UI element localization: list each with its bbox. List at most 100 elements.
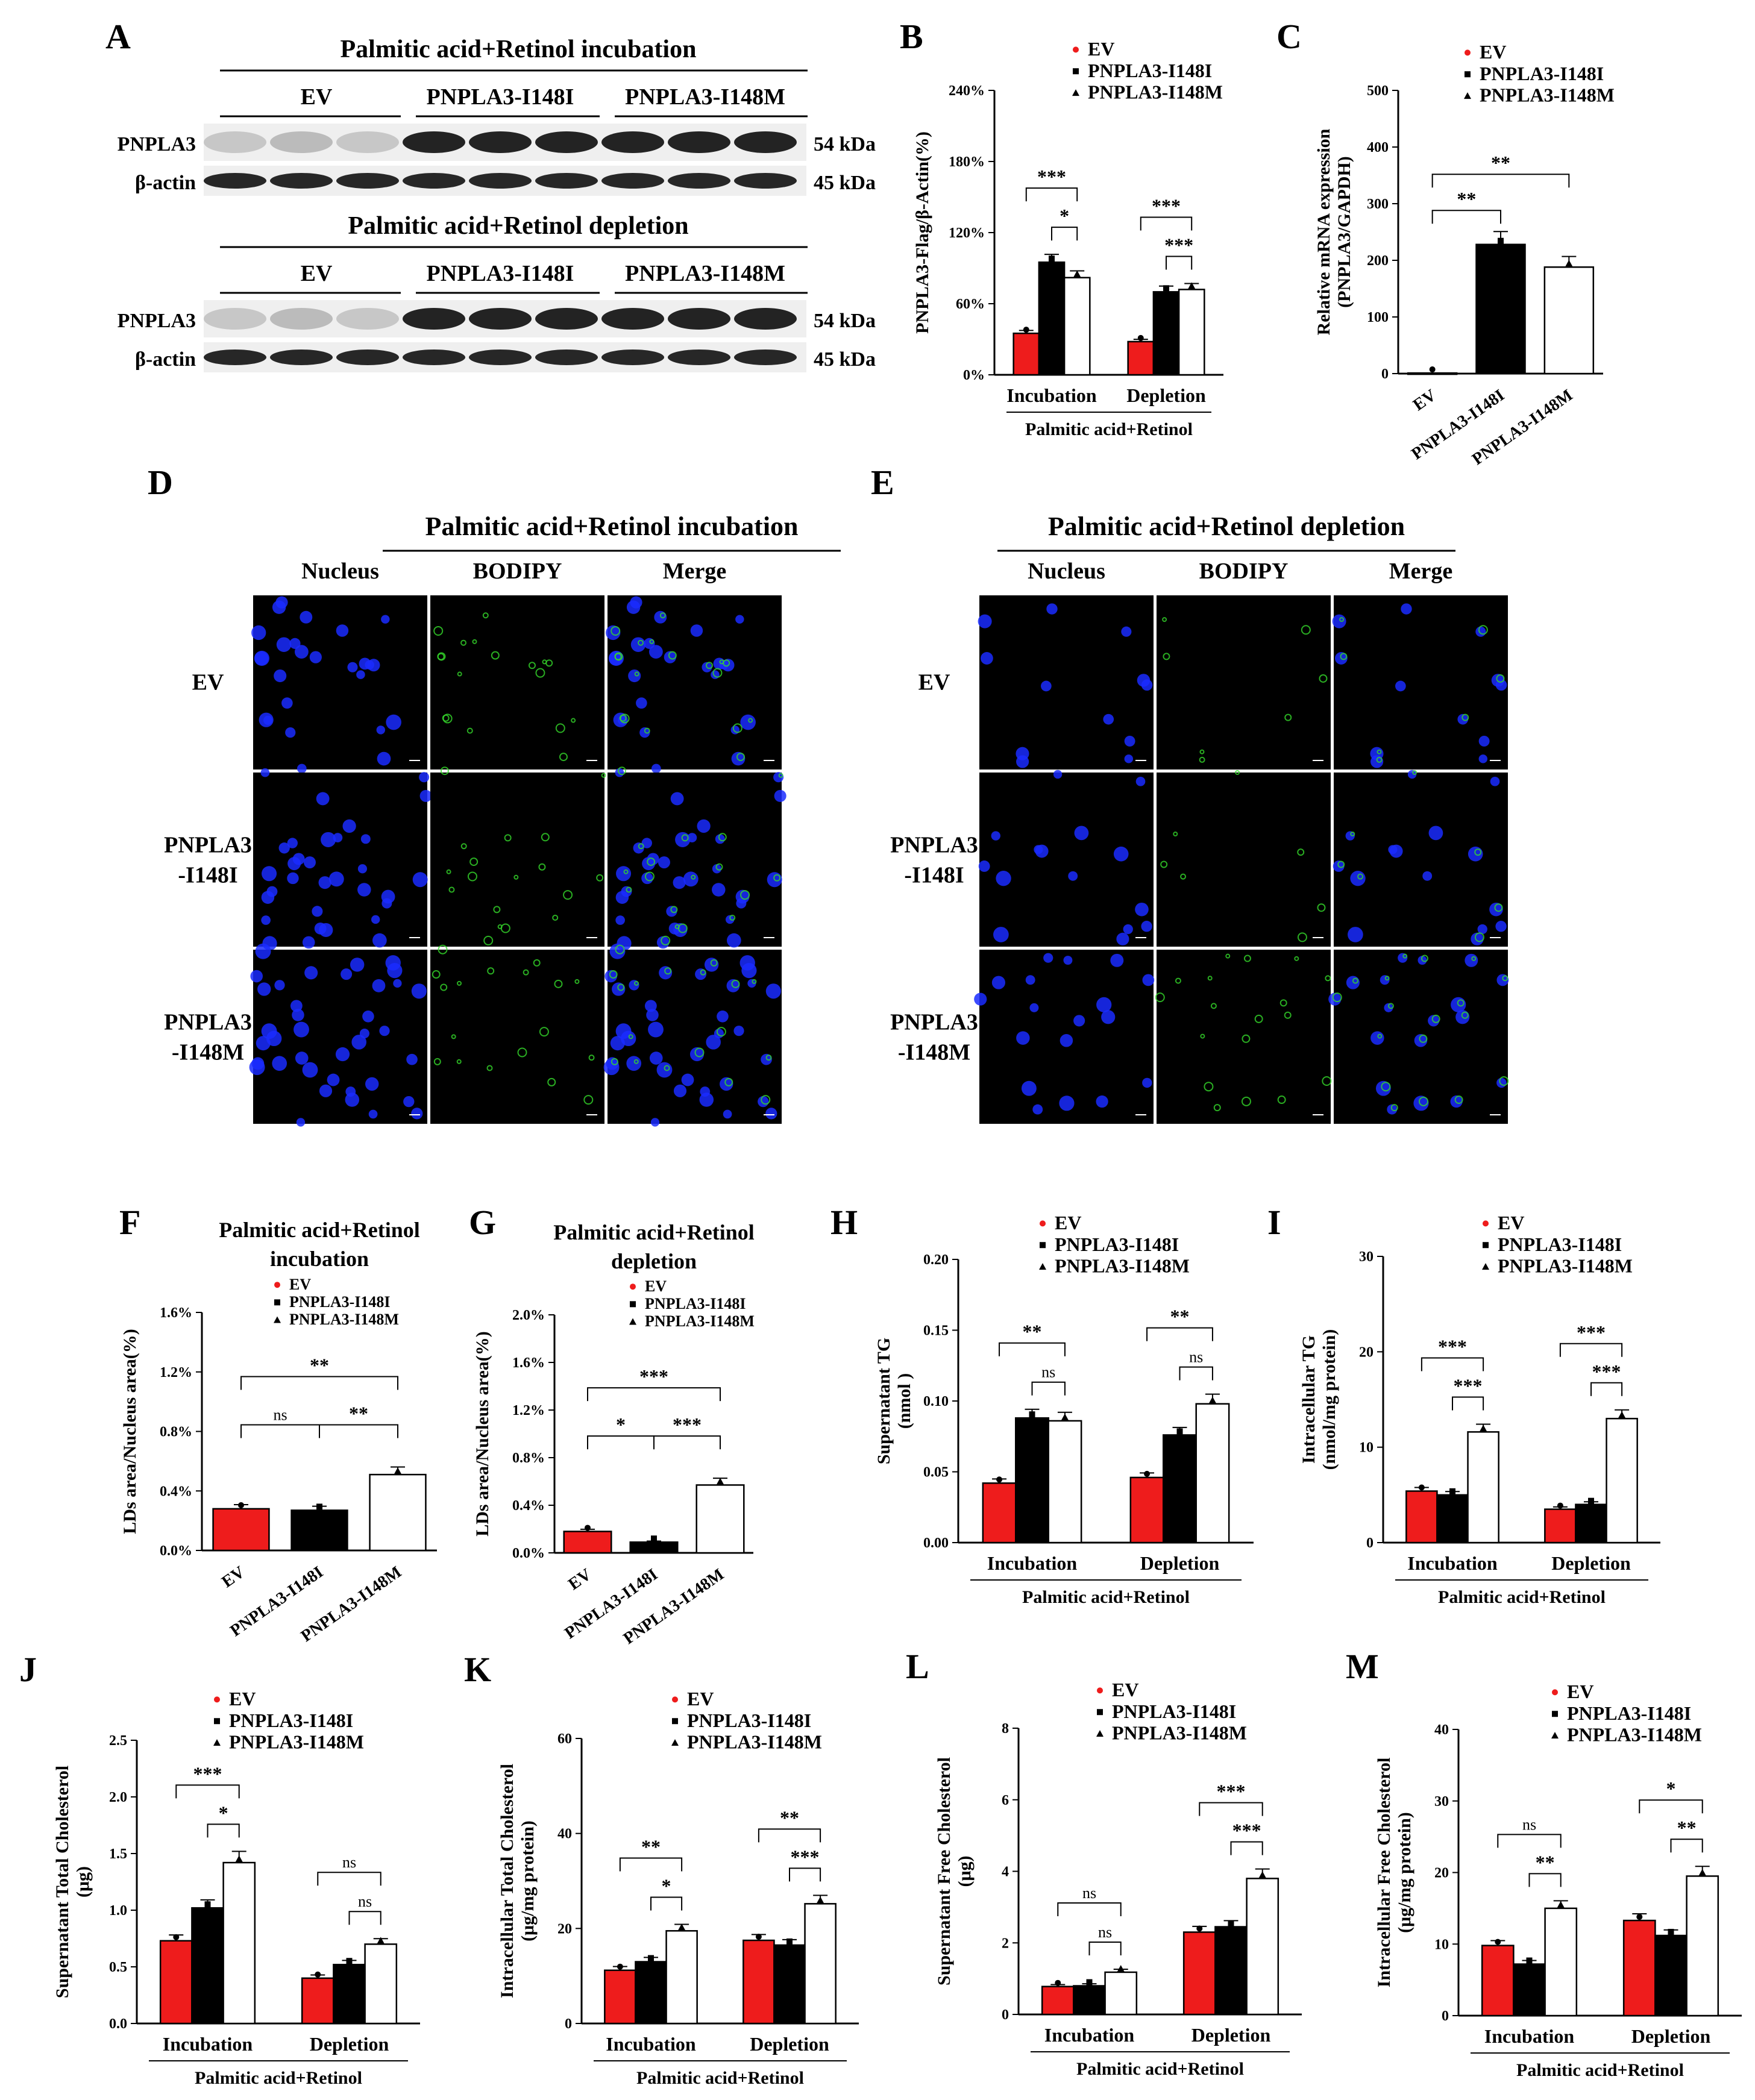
nucleus	[372, 979, 386, 992]
nucleus	[1073, 1015, 1085, 1027]
sig-bracket	[999, 1342, 1066, 1356]
lipid-droplet	[545, 659, 553, 667]
lipid-droplet	[1390, 1104, 1398, 1112]
nucleus	[1478, 754, 1488, 763]
nucleus	[1101, 1010, 1116, 1024]
nucleus	[312, 906, 323, 917]
data-point	[1526, 1957, 1533, 1964]
legend-marker	[1465, 71, 1471, 78]
x-category-label: EV	[1410, 386, 1440, 415]
y-tick-label: 6	[1002, 1793, 1009, 1808]
nucleus	[656, 936, 670, 949]
nucleus	[706, 1035, 721, 1050]
bar	[635, 1961, 667, 2025]
y-tick-label: 10	[1359, 1440, 1374, 1456]
lipid-droplet	[633, 980, 639, 986]
bar	[1246, 1878, 1279, 2016]
nucleus	[297, 763, 307, 774]
micro-title: Palmitic acid+Retinol incubation	[425, 512, 798, 541]
y-axis-label: Supernatant Free Cholesterol	[934, 1757, 954, 1986]
y-tick-label: 1.5	[109, 1846, 127, 1862]
blot-group-label: PNPLA3-I148I	[427, 84, 574, 110]
lipid-droplet	[1284, 1011, 1292, 1019]
data-point	[1023, 327, 1029, 333]
blot-band	[469, 131, 532, 153]
bar	[1041, 1986, 1075, 2016]
lipid-droplet	[1254, 1014, 1263, 1023]
y-tick-label: 0.0%	[160, 1543, 192, 1559]
lipid-droplet	[647, 857, 656, 867]
nucleus	[1123, 924, 1133, 935]
bar	[1405, 1490, 1438, 1544]
legend-marker	[672, 1718, 678, 1725]
lipid-droplet	[493, 906, 501, 914]
lipid-droplet	[467, 871, 477, 882]
lipid-droplet	[588, 1055, 595, 1061]
sig-label: **	[310, 1355, 329, 1376]
lipid-droplet	[700, 969, 706, 976]
lipid-droplet	[433, 1058, 441, 1065]
sig-bracket	[240, 1376, 398, 1390]
blot-size-label: 45 kDa	[814, 172, 876, 194]
x-axis-label: Palmitic acid+Retinol	[1025, 419, 1193, 439]
panel-letters: A B C D E F G H I J K L M	[19, 17, 1379, 1689]
lipid-droplet	[1173, 832, 1178, 837]
micro-image	[253, 950, 427, 1124]
lipid-droplet	[620, 713, 630, 724]
micro-row-label: PNPLA3 -I148M	[890, 1010, 978, 1065]
nucleus	[1059, 1095, 1075, 1111]
y-tick-label: 0.0	[109, 2016, 127, 2032]
lipid-droplet	[456, 1059, 462, 1064]
y-tick-label: 2.0	[109, 1790, 127, 1805]
nucleus	[604, 970, 618, 983]
sig-label: ns	[358, 1893, 372, 1910]
nucleus	[765, 983, 781, 999]
blot-band	[403, 173, 465, 189]
micro-image	[430, 950, 604, 1124]
sig-bracket	[587, 1435, 655, 1450]
lipid-droplet	[438, 944, 448, 954]
data-point	[585, 1525, 591, 1531]
nucleus	[379, 1026, 390, 1036]
lipid-droplet	[1325, 975, 1331, 982]
lipid-droplet	[601, 773, 606, 778]
lipid-droplet	[628, 1034, 633, 1039]
y-tick-label: 200	[1367, 253, 1389, 269]
lipid-droplet	[705, 662, 713, 669]
lipid-droplet	[451, 1034, 456, 1039]
micro-column-label: Nucleus	[301, 559, 379, 584]
nucleus	[1375, 1080, 1391, 1096]
x-category-label: Depletion	[310, 2033, 389, 2055]
lipid-droplet	[748, 718, 753, 723]
lipid-droplet	[1474, 848, 1482, 856]
chart-title-line: Palmitic acid+Retinol	[219, 1218, 419, 1242]
bar	[1475, 243, 1526, 375]
legend-marker	[1482, 1263, 1489, 1270]
lipid-droplet	[765, 1055, 772, 1061]
nucleus	[1096, 997, 1112, 1012]
micro-image	[430, 595, 604, 769]
micro-image	[253, 773, 427, 947]
y-tick-label: 400	[1367, 140, 1389, 155]
nucleus	[628, 669, 641, 683]
lipid-droplet	[623, 869, 629, 874]
bar	[1513, 1963, 1546, 2017]
micro-title: Palmitic acid+Retinol depletion	[1048, 512, 1405, 541]
sig-label: ***	[1037, 166, 1066, 187]
nucleus	[372, 933, 387, 948]
sig-bracket	[175, 1784, 240, 1799]
micro-image	[979, 773, 1154, 947]
lipid-droplet	[541, 833, 550, 842]
bar	[629, 1541, 679, 1554]
nucleus	[295, 1052, 309, 1065]
lipid-droplet	[1454, 1095, 1463, 1105]
legend-marker	[1483, 1242, 1489, 1249]
lipid-droplet	[670, 906, 678, 914]
nucleus	[615, 1023, 632, 1039]
lipid-droplet	[615, 944, 625, 954]
x-category-label: Incubation	[1044, 2024, 1135, 2046]
